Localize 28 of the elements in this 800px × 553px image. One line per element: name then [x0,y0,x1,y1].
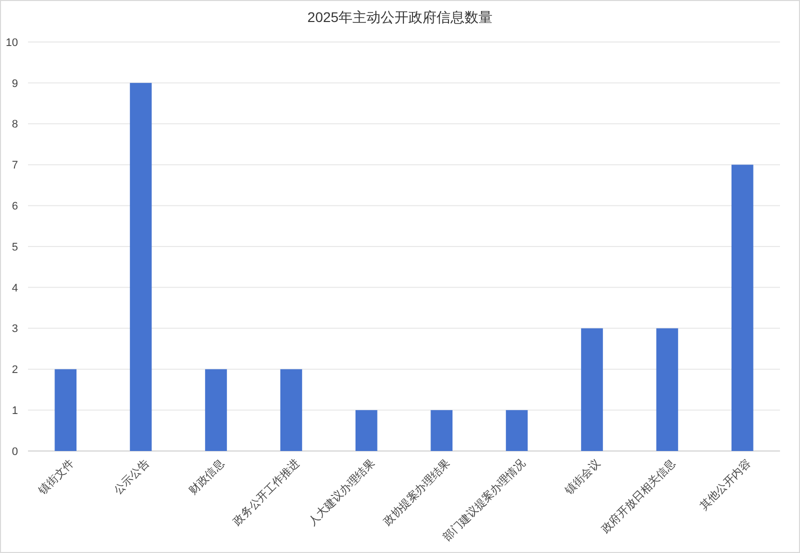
y-tick-label: 1 [12,404,18,417]
bar [130,82,152,451]
x-tick-label: 镇街文件 [35,456,76,498]
bar [280,369,302,451]
bar [430,410,453,451]
y-tick-label: 4 [12,282,18,294]
y-tick-label: 0 [12,446,18,458]
x-tick-label: 政务公开工作推进 [230,456,302,528]
bar [54,369,77,451]
bar [656,328,678,451]
bar [581,328,603,451]
x-tick-label: 公示公告 [111,456,152,497]
y-tick-label: 7 [12,160,18,172]
chart-title: 2025年主动公开政府信息数量 [307,9,493,25]
bar [506,410,528,451]
bar [731,164,754,451]
y-tick-label: 3 [12,323,18,336]
bar [205,369,227,451]
x-tick-label: 财政信息 [186,456,227,497]
x-tick-label: 其他公开内容 [697,456,754,513]
y-tick-label: 9 [12,78,18,90]
y-tick-label: 2 [12,364,18,376]
bar [355,410,378,451]
x-tick-label: 人大建议办理结果 [306,456,378,528]
y-tick-label: 10 [6,36,18,49]
y-tick-label: 8 [12,118,18,131]
y-tick-label: 6 [12,200,18,212]
y-tick-label: 5 [12,241,18,254]
